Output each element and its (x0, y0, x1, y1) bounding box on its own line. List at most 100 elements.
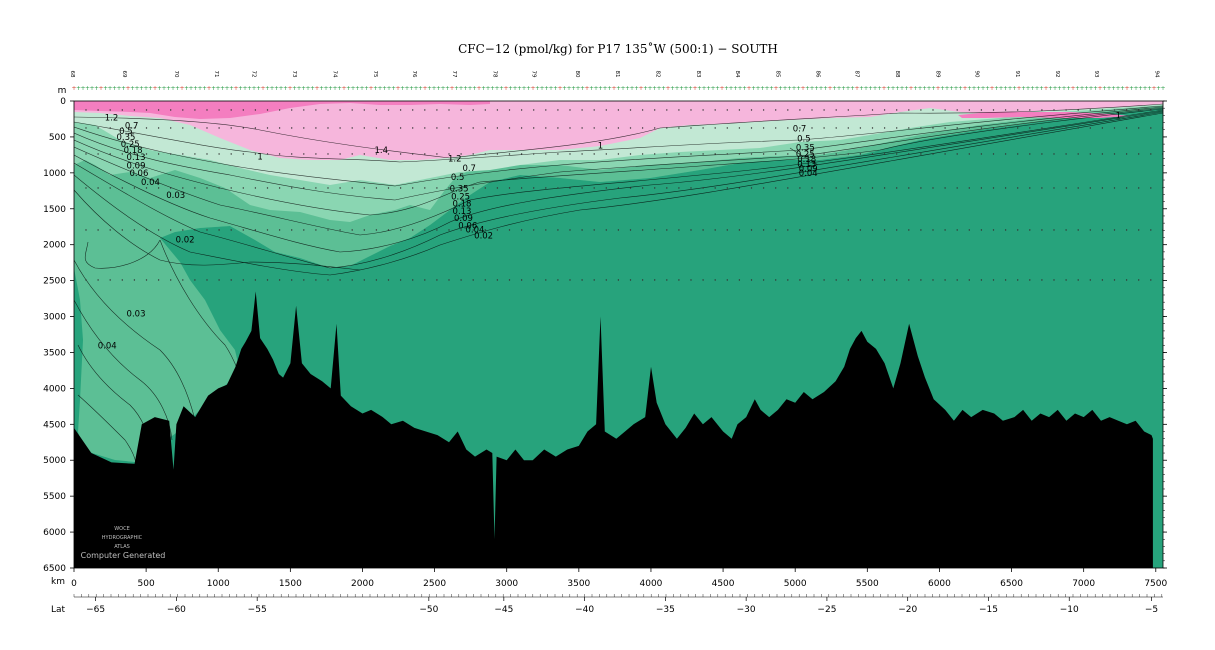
sample-dot (121, 187, 124, 189)
sample-dot (920, 109, 922, 111)
sample-dot (460, 127, 462, 129)
latitude-tick-label: −55 (248, 605, 267, 615)
cast-marker: + (868, 85, 873, 92)
contour-line (74, 105, 1163, 163)
sample-dot (291, 187, 293, 189)
cast-marker: + (733, 85, 738, 92)
sample-dot (750, 109, 753, 111)
cast-marker: + (863, 85, 868, 92)
sample-dot (714, 229, 716, 231)
cast-marker: + (274, 85, 279, 92)
cast-marker: + (170, 85, 175, 92)
sample-dot (508, 229, 511, 231)
cast-marker: + (787, 85, 792, 92)
cast-marker: + (521, 85, 526, 92)
distance-tick-label: 6000 (928, 579, 951, 589)
sample-dot (1150, 153, 1152, 155)
sample-dot (908, 229, 910, 231)
sample-dot (1101, 109, 1104, 111)
station-label: 83 (695, 71, 701, 78)
cast-marker: + (1016, 85, 1021, 92)
cast-marker: + (683, 85, 688, 92)
cast-marker: + (184, 85, 189, 92)
sample-dot (508, 187, 511, 189)
latitude-tick-label: −25 (817, 605, 836, 615)
sample-dot (291, 153, 293, 155)
sample-dot (726, 153, 728, 155)
cast-marker: + (931, 85, 936, 92)
sample-dot (412, 109, 414, 111)
sample-dot (460, 279, 462, 281)
cast-marker: + (607, 85, 612, 92)
cast-marker: + (193, 85, 198, 92)
sample-dot (617, 109, 620, 111)
sample-dot (436, 127, 438, 129)
sample-dot (218, 109, 220, 111)
sample-dot (908, 187, 910, 189)
sample-dot (1150, 127, 1152, 129)
sample-dot (436, 109, 438, 111)
cast-marker: + (746, 85, 751, 92)
depth-tick-label: 3500 (43, 348, 66, 358)
sample-dot (714, 127, 716, 129)
cast-marker: + (728, 85, 733, 92)
station-label: 78 (492, 71, 498, 78)
sample-dot (654, 279, 656, 281)
sample-dot (496, 109, 499, 111)
sample-dot (787, 229, 789, 231)
cast-marker: + (620, 85, 625, 92)
cast-marker: + (202, 85, 207, 92)
contour-label: 0.06 (129, 169, 148, 179)
cast-marker: + (260, 85, 265, 92)
sample-dot (242, 127, 244, 129)
sample-dot (920, 279, 922, 281)
depth-unit-label: m (58, 86, 67, 96)
sample-dot (569, 109, 571, 111)
sample-dot (133, 229, 136, 231)
cast-marker: + (760, 85, 765, 92)
distance-tick-label: 500 (138, 579, 155, 589)
sample-dot (980, 229, 983, 231)
sample-dot (641, 187, 644, 189)
contour-label: 0.13 (797, 160, 816, 170)
sample-dot (109, 229, 111, 231)
sample-dot (412, 279, 414, 281)
sample-dot (351, 229, 353, 231)
watermark: WOCE HYDROGRAPHIC ATLAS Computer Generat… (81, 526, 166, 560)
sample-dot (678, 109, 680, 111)
cast-marker: + (688, 85, 693, 92)
cast-marker: + (652, 85, 657, 92)
cast-marker: + (877, 85, 882, 92)
sample-dot (375, 187, 378, 189)
sample-dot (121, 279, 124, 281)
sample-dot (230, 279, 232, 281)
sample-dot (206, 127, 208, 129)
cast-marker: + (998, 85, 1003, 92)
cast-marker: + (341, 85, 346, 92)
sample-dot (702, 229, 704, 231)
cast-marker: + (229, 85, 234, 92)
sample-dot (1004, 109, 1007, 111)
depth-tick-label: 4500 (43, 420, 66, 430)
cast-marker: + (526, 85, 531, 92)
sample-dot (944, 153, 946, 155)
cast-marker: + (841, 85, 846, 92)
cast-marker: + (796, 85, 801, 92)
sample-dot (1138, 109, 1140, 111)
sample-dot (85, 187, 87, 189)
sample-dot (738, 279, 741, 281)
cast-marker: + (1052, 85, 1057, 92)
sample-dot (520, 187, 523, 189)
cast-marker: + (188, 85, 193, 92)
sample-dot (702, 153, 704, 155)
sample-dot (170, 187, 172, 189)
cast-marker: + (845, 85, 850, 92)
sample-dot (1053, 109, 1055, 111)
sample-dot (859, 109, 862, 111)
cast-marker: + (859, 85, 864, 92)
sample-dot (206, 187, 208, 189)
depth-tick-label: 500 (49, 133, 66, 143)
sample-dot (666, 153, 668, 155)
cast-marker: + (580, 85, 585, 92)
sample-dot (145, 187, 148, 189)
